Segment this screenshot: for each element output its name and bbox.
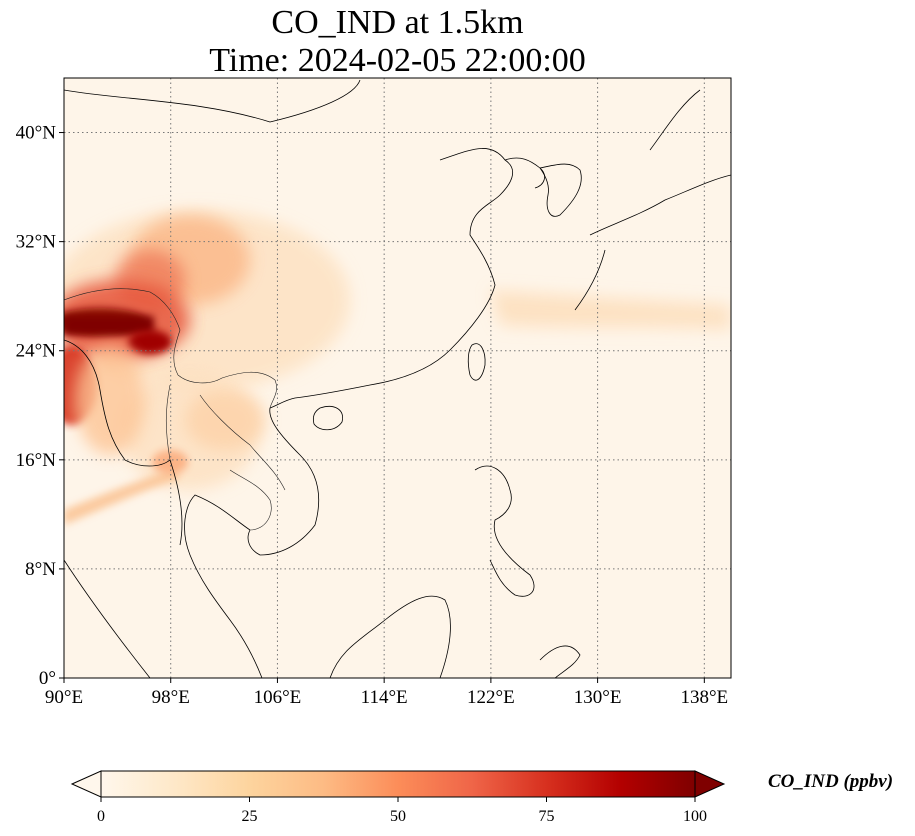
border-laos-thailand [199,394,286,491]
figure-title: CO_IND at 1.5km [271,4,524,41]
lat-tick-label-16: 16°N [16,450,57,471]
coastline-japan [574,89,731,311]
lon-tick-label-98: 98°E [152,687,190,708]
latitude-axis: 0° 8°N 16°N 24°N 32°N 40°N [16,123,64,689]
lat-tick-label-24: 24°N [16,341,57,362]
plume-myanmar-inland [75,345,145,455]
coastline-taiwan [467,343,486,381]
colorbar-ticks: 0 25 50 75 100 [97,797,707,825]
plume-assam [128,330,172,354]
coastline-thailand-malaya [184,494,263,678]
lon-tick-label-90: 90°E [45,687,83,708]
plume-thailand [152,450,188,474]
lon-tick-label-138: 138°E [680,687,728,708]
lon-tick-label-122: 122°E [467,687,515,708]
border-china-laos-vietnam [221,371,277,409]
colorbar: 0 25 50 75 100 [70,770,726,825]
colorbar-label: CO_IND (ppbv) [768,771,894,792]
border-myanmar-thailand [165,384,171,461]
figure-subtitle-time: Time: 2024-02-05 22:00:00 [209,42,586,79]
border-china-myanmar [173,329,223,384]
gridlines [64,78,731,678]
concentration-field [64,210,731,525]
lat-tick-label-32: 32°N [16,232,57,253]
coastline-mongolia-border [64,79,361,123]
coastline-sulawesi [539,645,581,678]
coastlines [64,79,731,678]
coastline-hainan [312,405,343,431]
lon-tick-label-114: 114°E [361,687,408,708]
colorbar-gradient [100,770,696,798]
coastline-philippines [474,465,535,597]
coastline-china [269,148,514,409]
coastline-myanmar [64,339,183,546]
plume-bay-of-bengal [64,468,180,525]
colorbar-tick-label-75: 75 [539,808,555,825]
border-india-china [64,288,181,331]
plume-laos [185,390,265,450]
coastline-korea [539,163,582,217]
lon-tick-label-106: 106°E [254,687,302,708]
coastline-borneo [329,595,451,678]
border-cambodia [229,469,272,531]
colorbar-tick-label-0: 0 [97,808,105,825]
colorbar-extend-max [694,770,726,798]
lon-tick-label-130: 130°E [574,687,622,708]
colorbar-tick-label-50: 50 [390,808,406,825]
colorbar-tick-label-100: 100 [683,808,707,825]
lat-tick-label-40: 40°N [16,123,57,144]
country-borders [64,288,286,531]
map-frame [63,77,732,679]
longitude-axis: 90°E 98°E 106°E 114°E 122°E 130°E 138°E [45,678,728,708]
lat-tick-label-8: 8°N [25,559,56,580]
colorbar-tick-label-25: 25 [242,808,258,825]
coastline-sumatra [64,559,151,678]
pacific-outflow-band [490,290,731,330]
plume-ne-india-band [64,316,154,334]
coastline-vietnam [247,407,320,556]
lat-tick-label-0: 0° [39,668,56,689]
colorbar-extend-min [70,770,102,798]
